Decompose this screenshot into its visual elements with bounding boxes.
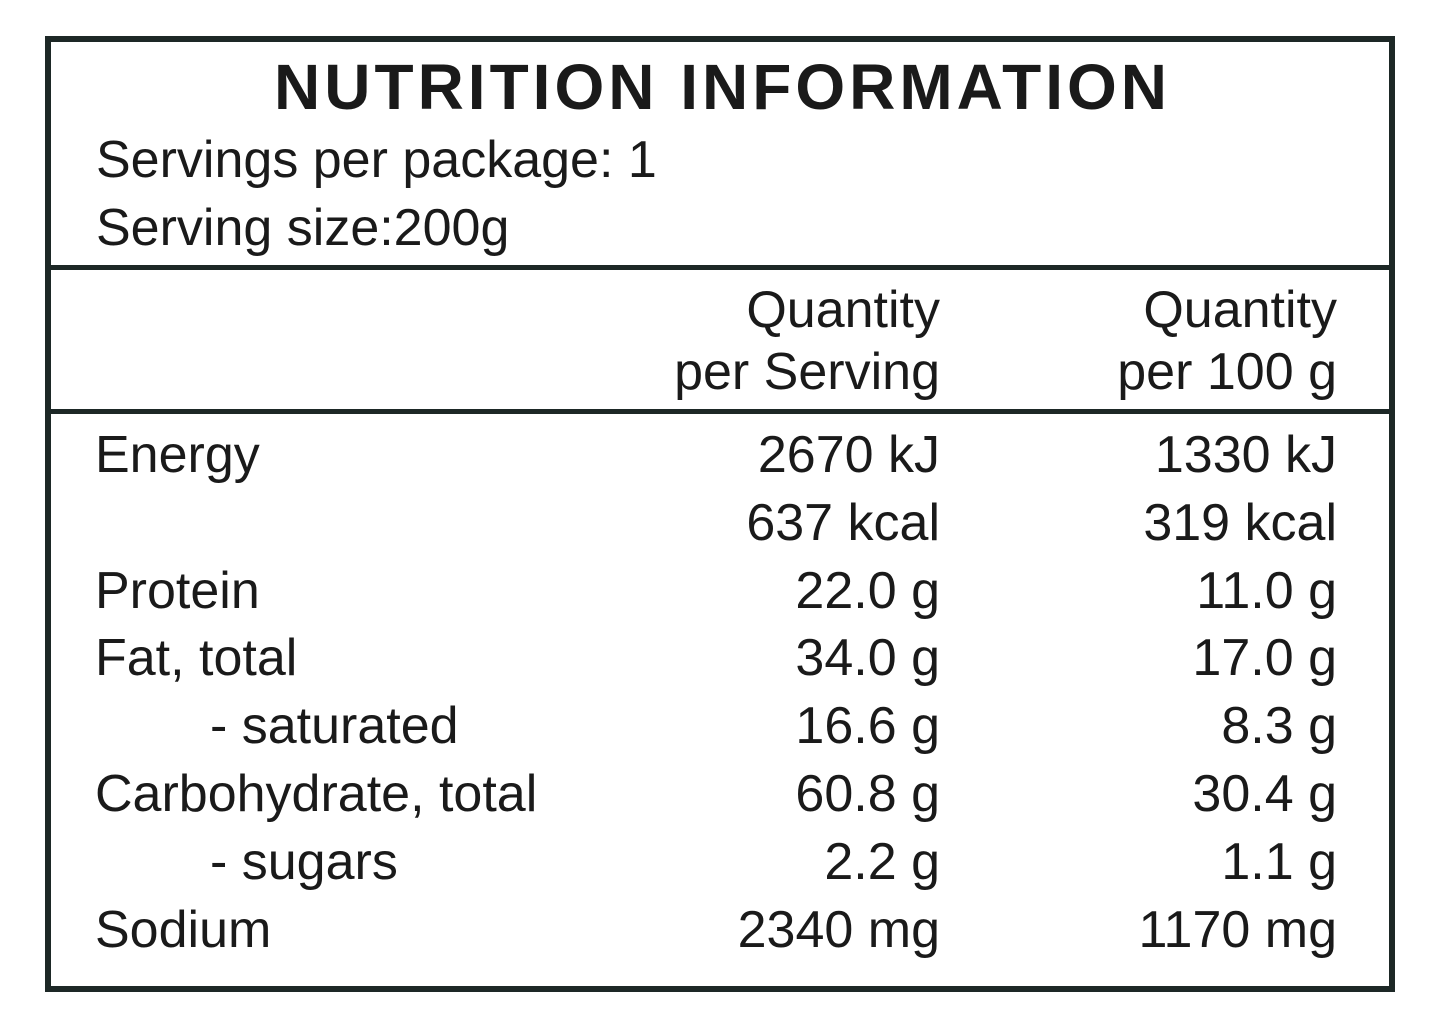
row-label: Carbohydrate, total (95, 765, 538, 823)
per-100g-value: 11.0 g (1196, 561, 1337, 620)
label-box (45, 36, 1395, 992)
per-100g-value: 1.1 g (1221, 832, 1337, 891)
column-header: Quantity (1143, 281, 1337, 339)
column-header: per 100 g (1117, 343, 1337, 401)
per-serving-value: 22.0 g (795, 561, 940, 620)
title: NUTRITION INFORMATION (274, 51, 1171, 123)
row-label: - saturated (210, 697, 459, 756)
servings-per-package: Servings per package: 1 (96, 131, 657, 189)
per-serving-value: 2.2 g (824, 832, 940, 891)
column-header: per Serving (674, 343, 940, 401)
per-serving-value: 2340 mg (737, 900, 940, 959)
per-100g-value: 17.0 g (1192, 629, 1337, 688)
per-100g-value: 1330 kJ (1154, 426, 1337, 484)
serving-size: Serving size:200g (96, 199, 510, 257)
column-header: Quantity (746, 281, 940, 339)
per-serving-value: 2670 kJ (757, 426, 940, 484)
row-label: Fat, total (95, 629, 298, 688)
divider (45, 409, 1395, 414)
per-100g-value: 8.3 g (1221, 697, 1337, 756)
divider (45, 265, 1395, 270)
row-label: - sugars (210, 832, 398, 891)
per-100g-value: 319 kcal (1143, 493, 1337, 552)
per-serving-value: 637 kcal (746, 493, 940, 552)
per-100g-value: 30.4 g (1192, 765, 1337, 823)
per-serving-value: 16.6 g (795, 697, 940, 756)
row-label: Energy (95, 426, 260, 484)
row-label: Sodium (95, 900, 272, 959)
row-label: Protein (95, 561, 260, 620)
per-100g-value: 1170 mg (1138, 900, 1337, 959)
per-serving-value: 34.0 g (795, 629, 940, 688)
per-serving-value: 60.8 g (795, 765, 940, 823)
